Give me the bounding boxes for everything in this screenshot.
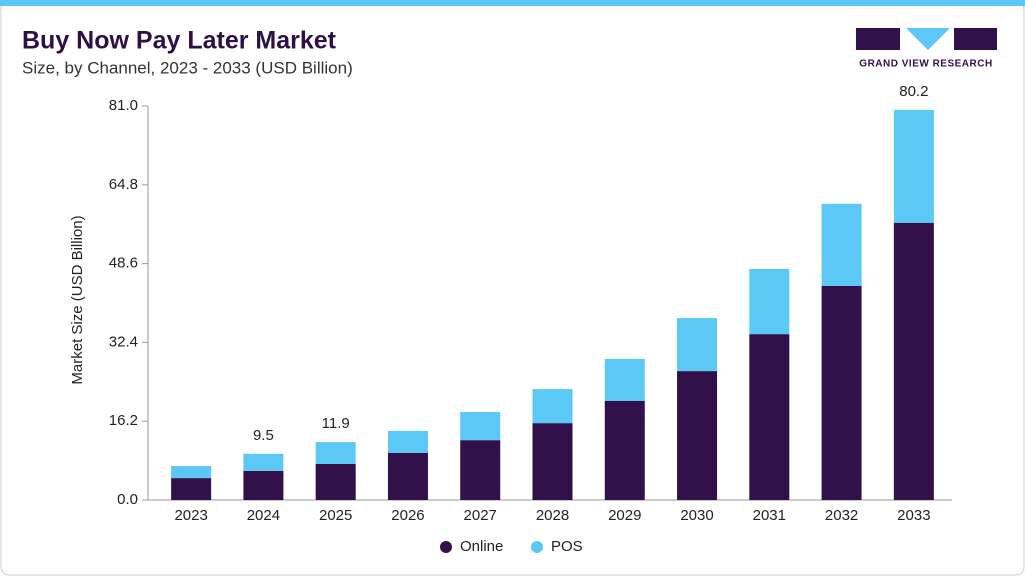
y-tick-label: 81.0	[109, 97, 138, 114]
chart-title: Buy Now Pay Later Market	[22, 27, 337, 55]
bar-segment	[171, 478, 212, 500]
x-tick-label: 2029	[608, 507, 641, 524]
bar-segment	[243, 453, 284, 471]
bar-segment	[532, 389, 573, 424]
legend-marker	[440, 541, 452, 553]
x-tick-label: 2031	[753, 507, 786, 524]
bar-segment	[171, 465, 212, 479]
x-tick-label: 2026	[391, 507, 424, 524]
x-tick-label: 2028	[536, 507, 569, 524]
chart-subtitle: Size, by Channel, 2023 - 2033 (USD Billi…	[22, 58, 353, 77]
bar-segment	[893, 222, 934, 501]
bar-segment	[677, 371, 718, 500]
legend-marker	[531, 541, 543, 553]
bar-segment	[749, 334, 790, 500]
y-tick-label: 32.4	[109, 333, 138, 350]
total-label: 9.5	[253, 427, 274, 444]
bar-segment	[749, 268, 790, 335]
bar-segment	[460, 440, 501, 500]
bar-segment	[460, 411, 501, 441]
logo: GRAND VIEW RESEARCH	[856, 28, 997, 70]
y-tick-label: 64.8	[109, 176, 138, 193]
y-axis-label: Market Size (USD Billion)	[69, 215, 86, 384]
x-tick-label: 2024	[247, 507, 280, 524]
bar-segment	[821, 285, 862, 500]
legend-label: POS	[551, 538, 583, 555]
brand: GRAND VIEW RESEARCH	[859, 59, 992, 70]
bar-segment	[315, 442, 356, 465]
x-tick-label: 2023	[174, 507, 207, 524]
x-tick-label: 2032	[825, 507, 858, 524]
x-tick-label: 2030	[680, 507, 713, 524]
bar-segment	[387, 430, 428, 453]
bar-segment	[893, 109, 934, 223]
bar-segment	[387, 452, 428, 500]
y-tick-label: 0.0	[117, 491, 138, 508]
y-tick-label: 16.2	[109, 412, 138, 429]
bar-segment	[821, 203, 862, 286]
bar-segment	[604, 400, 645, 500]
x-tick-label: 2027	[464, 507, 497, 524]
bar-segment	[315, 464, 356, 500]
total-label: 11.9	[322, 415, 350, 432]
x-tick-label: 2025	[319, 507, 352, 524]
bar-segment	[604, 358, 645, 401]
x-tick-label: 2033	[897, 507, 930, 524]
bar-segment	[677, 318, 718, 372]
total-label: 80.2	[899, 83, 928, 100]
bar-segment	[243, 470, 284, 500]
bar-segment	[532, 423, 573, 500]
y-tick-label: 48.6	[109, 255, 138, 272]
top-bar	[0, 0, 1025, 6]
legend-label: Online	[460, 538, 503, 555]
